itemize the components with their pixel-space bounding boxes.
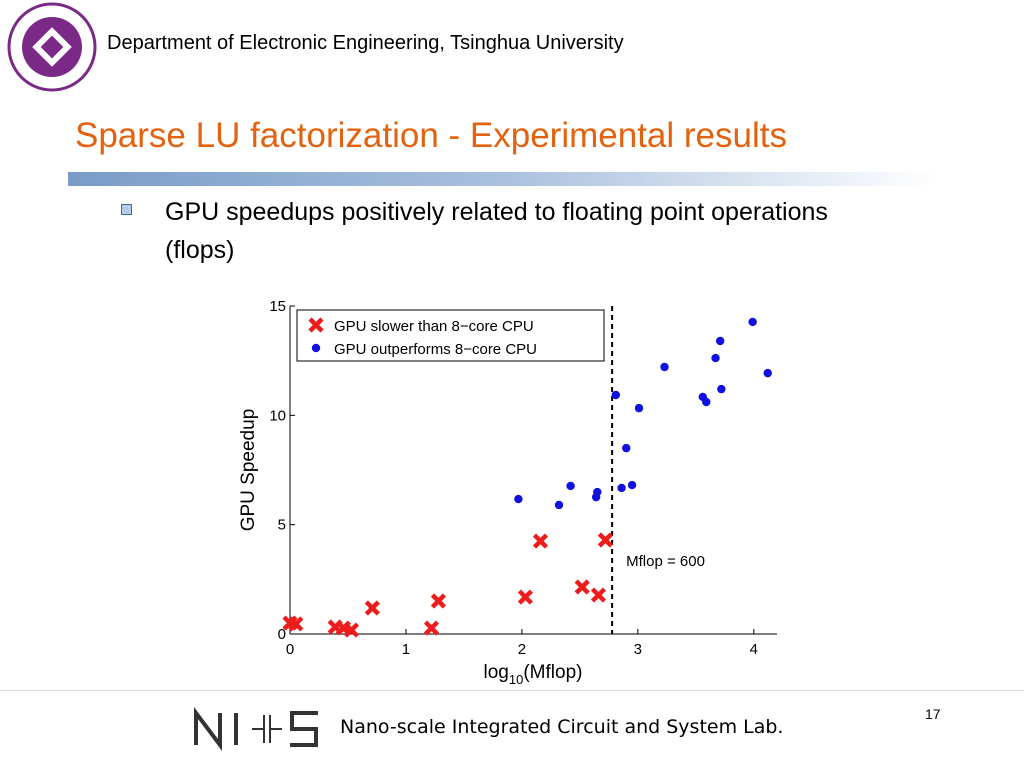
x-axis-label: log10(Mflop) [484, 662, 583, 687]
point [514, 494, 523, 504]
point [593, 487, 602, 497]
legend: GPU slower than 8−core CPU GPU outperform… [296, 309, 605, 362]
legend-box [296, 309, 605, 362]
x-tick-label: 3 [634, 641, 642, 658]
point [288, 616, 304, 632]
point [617, 483, 626, 493]
footer-rule [0, 690, 1024, 691]
point [430, 593, 447, 609]
point [611, 390, 621, 400]
point [343, 622, 360, 638]
point [574, 579, 590, 595]
point [627, 480, 637, 490]
point [532, 533, 549, 549]
y-tick-label: 0 [278, 626, 286, 643]
point [566, 481, 575, 491]
point [634, 403, 644, 413]
x-tick-label: 1 [402, 641, 410, 658]
point [715, 336, 725, 346]
point [711, 353, 720, 363]
y-axis-label: GPU Speedup [238, 409, 259, 532]
legend-marker [311, 343, 321, 353]
point [748, 317, 757, 327]
point [660, 362, 669, 372]
point [763, 368, 772, 378]
point [590, 587, 607, 603]
x-label-sub: 10 [509, 672, 523, 687]
department: Department of Electronic Engineering, Ts… [107, 32, 624, 54]
point [554, 500, 564, 510]
title-bar [68, 172, 938, 186]
university-logo [7, 2, 97, 92]
x-tick-label: 0 [286, 641, 294, 658]
x-tick-label: 4 [750, 641, 758, 658]
point [717, 384, 726, 394]
y-tick-label: 15 [269, 298, 286, 315]
point [702, 397, 711, 407]
point [597, 532, 613, 548]
x-tick-label: 2 [518, 641, 526, 658]
legend-marker [308, 317, 324, 333]
y-tick-label: 5 [278, 517, 286, 534]
lab-name: Nano-scale Integrated Circuit and System… [340, 716, 784, 738]
slide-title: Sparse LU factorization - Experimental r… [75, 116, 787, 155]
point [622, 443, 631, 453]
legend-label: GPU slower than 8−core CPU [334, 318, 534, 335]
page-number: 17 [925, 706, 941, 722]
legend-label: GPU outperforms 8−core CPU [334, 341, 537, 358]
annotation: Mflop = 600 [626, 553, 705, 570]
x-label-part: log [484, 662, 509, 683]
bullet-text: GPU speedups positively related to float… [165, 198, 828, 264]
lab-logo [194, 707, 318, 751]
point [517, 589, 533, 605]
point [423, 620, 440, 636]
y-tick-label: 10 [269, 407, 286, 424]
point [364, 600, 380, 616]
bullet-icon [121, 204, 132, 215]
x-label-part: (Mflop) [523, 662, 582, 683]
